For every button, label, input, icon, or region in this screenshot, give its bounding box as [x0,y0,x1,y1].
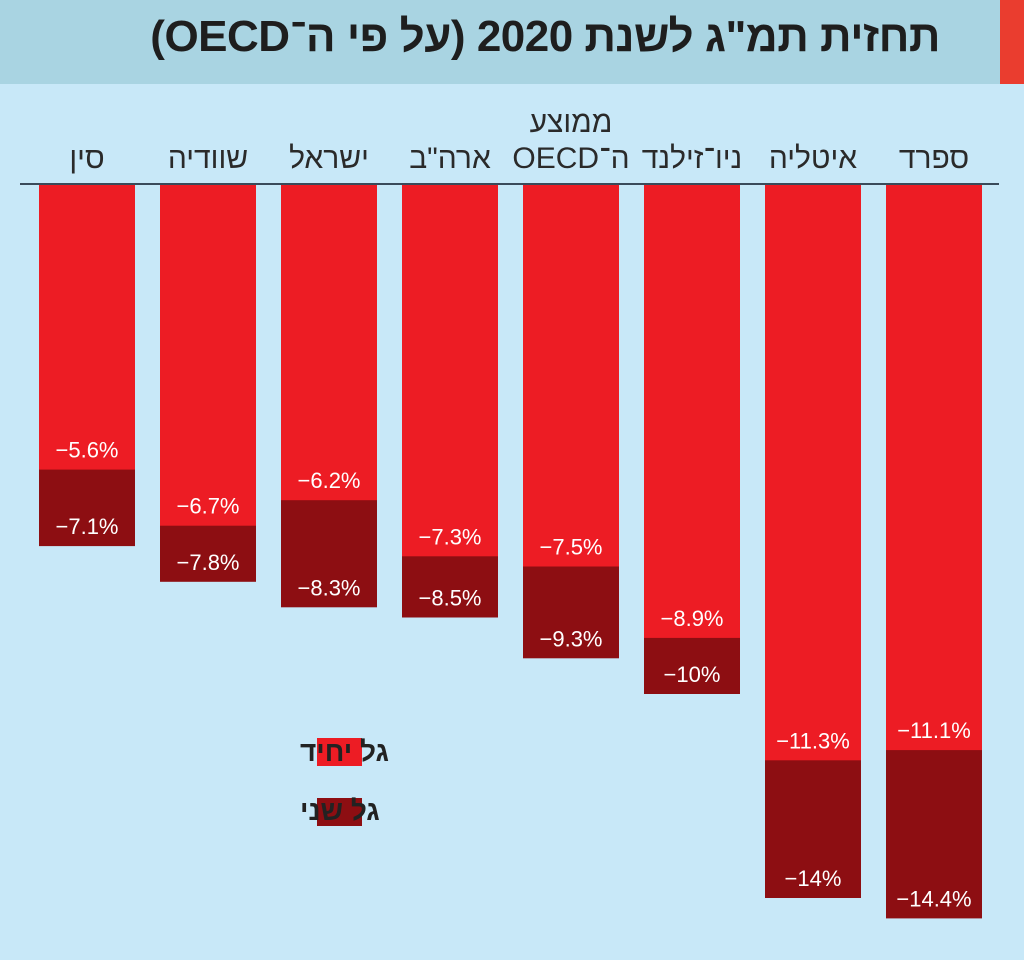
category-label-1: שוודיה [168,142,248,175]
value-label-second-wave-5: −10% [664,662,721,687]
legend-label-single-wave: גל יחיד [300,736,389,767]
value-label-single-wave-6: −11.3% [776,728,850,753]
chart-header: תחזית תמ"ג לשנת 2020 (על פי ה־OECD) [0,0,1000,84]
category-label-2: ישראל [289,142,369,175]
bar-single-wave-3 [402,185,498,557]
value-label-single-wave-1: −6.7% [177,494,240,519]
category-label-7: ספרד [899,142,969,175]
category-label-0: סין [69,142,104,175]
category-label-3: ארה"ב [409,142,491,175]
value-label-single-wave-5: −8.9% [661,606,724,631]
value-label-single-wave-0: −5.6% [56,438,119,463]
chart-title: תחזית תמ"ג לשנת 2020 (על פי ה־OECD) [150,12,940,61]
bar-single-wave-1 [160,185,256,526]
category-label-4-line-0: ממוצע [530,106,613,139]
bar-single-wave-2 [281,185,377,501]
value-label-single-wave-7: −11.1% [897,718,971,743]
legend-swatch-second-wave [317,798,362,826]
value-label-single-wave-3: −7.3% [419,524,482,549]
category-label-5: ניו־זילנד [642,142,742,175]
value-label-second-wave-1: −7.8% [177,550,240,575]
value-label-single-wave-2: −6.2% [298,468,361,493]
bar-single-wave-6 [765,185,861,761]
bar-single-wave-7 [886,185,982,751]
value-label-second-wave-3: −8.5% [419,586,482,611]
bar-single-wave-0 [39,185,135,470]
value-label-second-wave-0: −7.1% [56,514,119,539]
value-label-second-wave-2: −8.3% [298,575,361,600]
value-label-second-wave-4: −9.3% [540,626,603,651]
category-label-4-line-1: ה־OECD [512,142,629,175]
bar-single-wave-4 [523,185,619,567]
category-label-6: איטליה [769,142,857,175]
bar-single-wave-5 [644,185,740,638]
value-label-second-wave-7: −14.4% [896,886,971,911]
legend: גל יחיד גל שני [300,736,389,826]
bars-group: −5.6% −7.1% −6.7% −7.8% −6.2% −8.3% −7.3% −8.5%… [39,185,982,919]
legend-swatch-single-wave [317,738,362,766]
value-label-second-wave-6: −14% [785,866,842,891]
header-accent-bar [1000,0,1024,84]
value-label-single-wave-4: −7.5% [540,535,603,560]
legend-label-second-wave: גל שני [300,795,380,826]
